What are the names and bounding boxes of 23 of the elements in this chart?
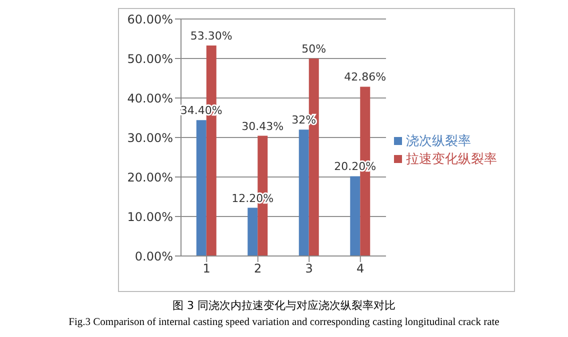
y-tick-label: 20.00% <box>127 170 173 184</box>
data-label: 42.86% <box>344 70 386 84</box>
legend-label: 拉速变化纵裂率 <box>406 152 497 167</box>
text: 图 3 同浇次内拉速变化与对应浇次纵裂率对比 <box>172 298 396 313</box>
bar <box>350 176 360 256</box>
x-tick-label: 1 <box>202 262 210 276</box>
x-tick-label: 4 <box>356 262 364 276</box>
y-tick-label: 50.00% <box>127 52 173 66</box>
y-tick-label: 0.00% <box>134 249 173 264</box>
x-tick-label: 3 <box>305 262 313 276</box>
y-tick-label: 60.00% <box>127 12 173 26</box>
data-label: 53.30% <box>190 29 232 42</box>
legend-label: 浇次纵裂率 <box>406 134 471 149</box>
bar <box>248 208 258 256</box>
bar <box>298 130 309 256</box>
bar <box>196 120 206 256</box>
y-tick-label: 40.00% <box>127 91 173 106</box>
text: Fig.3 Comparison of internal casting speed variation and corresponding casting longitudinal crack rate <box>68 317 500 328</box>
y-tick-label: 30.00% <box>127 130 173 145</box>
x-tick-label: 2 <box>254 262 262 276</box>
data-label: 30.43% <box>242 120 284 133</box>
y-tick-label: 10.00% <box>127 210 173 224</box>
data-label: 50% <box>302 42 326 56</box>
